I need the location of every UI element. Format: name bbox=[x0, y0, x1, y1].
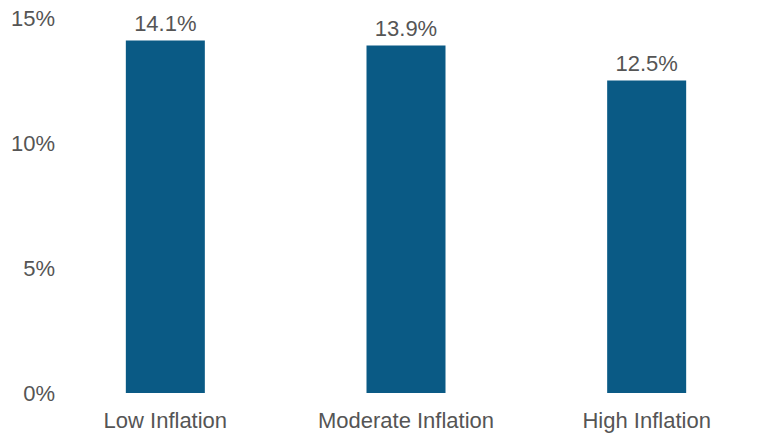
x-axis: Low Inflation Moderate Inflation High Infl… bbox=[104, 408, 711, 433]
chart-svg: 0% 5% 10% 15% 14.1% 13.9% 12.5% Low Inflation Mo… bbox=[0, 0, 767, 439]
data-label: 12.5% bbox=[615, 51, 677, 76]
chart-container: 0% 5% 10% 15% 14.1% 13.9% 12.5% Low Inflation Mo… bbox=[0, 0, 767, 439]
y-tick-label: 10% bbox=[11, 131, 55, 156]
x-tick-label: Low Inflation bbox=[104, 408, 228, 433]
y-tick-label: 5% bbox=[23, 256, 55, 281]
y-tick-label: 0% bbox=[23, 381, 55, 406]
bars bbox=[126, 41, 686, 394]
y-tick-label: 15% bbox=[11, 6, 55, 31]
x-tick-label: Moderate Inflation bbox=[318, 408, 494, 433]
bar bbox=[607, 81, 686, 394]
data-label: 14.1% bbox=[134, 11, 196, 36]
data-labels: 14.1% 13.9% 12.5% bbox=[134, 11, 678, 76]
y-axis: 0% 5% 10% 15% bbox=[11, 6, 55, 406]
bar bbox=[126, 41, 205, 394]
x-tick-label: High Inflation bbox=[582, 408, 710, 433]
page: {"chart_data": {"type": "bar", "categori… bbox=[0, 0, 767, 439]
bar bbox=[367, 46, 446, 394]
data-label: 13.9% bbox=[375, 16, 437, 41]
